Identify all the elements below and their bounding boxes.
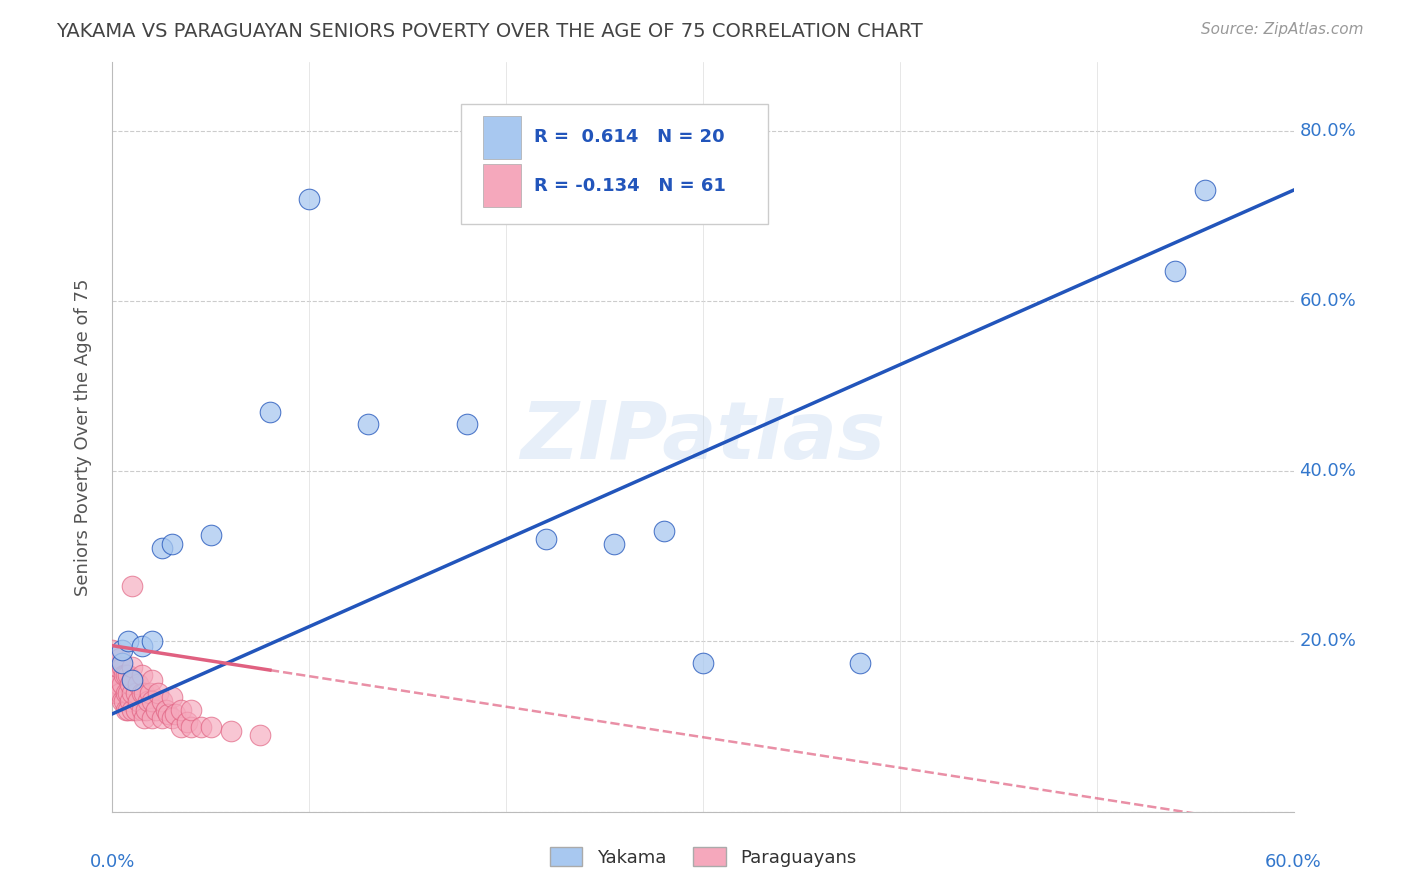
Point xyxy=(176,715,198,730)
Point xyxy=(200,720,222,734)
Point xyxy=(112,694,135,708)
Point xyxy=(132,685,155,699)
Point xyxy=(110,651,132,665)
Point xyxy=(136,694,159,708)
Text: 80.0%: 80.0% xyxy=(1299,121,1357,139)
Text: 40.0%: 40.0% xyxy=(1299,462,1357,480)
Point xyxy=(1164,264,1187,278)
Point xyxy=(456,417,478,432)
Point xyxy=(125,685,148,699)
Point xyxy=(101,660,124,674)
Point xyxy=(603,536,626,550)
Point xyxy=(131,639,153,653)
Point xyxy=(115,685,138,699)
Point xyxy=(111,643,134,657)
Point xyxy=(111,660,134,674)
Point xyxy=(101,668,124,682)
Text: 60.0%: 60.0% xyxy=(1265,853,1322,871)
Point xyxy=(121,660,143,674)
Point xyxy=(180,720,202,734)
FancyBboxPatch shape xyxy=(461,103,768,224)
Point xyxy=(150,711,173,725)
Point xyxy=(249,728,271,742)
Point xyxy=(121,673,143,687)
Text: ZIPatlas: ZIPatlas xyxy=(520,398,886,476)
Y-axis label: Seniors Poverty Over the Age of 75: Seniors Poverty Over the Age of 75 xyxy=(73,278,91,596)
Point xyxy=(534,533,557,547)
Point xyxy=(259,404,281,418)
Point xyxy=(107,660,129,674)
Point xyxy=(105,685,128,699)
Point xyxy=(127,677,149,691)
Point xyxy=(111,677,134,691)
Point xyxy=(111,656,134,670)
Point xyxy=(156,706,179,721)
Point xyxy=(135,702,157,716)
Point xyxy=(121,685,143,699)
Point xyxy=(121,673,143,687)
Point xyxy=(145,702,167,716)
Point xyxy=(112,668,135,682)
Point xyxy=(170,702,193,716)
Point xyxy=(101,677,124,691)
Text: 60.0%: 60.0% xyxy=(1299,292,1357,310)
Legend: Yakama, Paraguayans: Yakama, Paraguayans xyxy=(543,839,863,874)
Point xyxy=(141,634,163,648)
Point xyxy=(120,694,142,708)
Point xyxy=(101,643,124,657)
Point xyxy=(117,702,139,716)
Point xyxy=(146,685,169,699)
Point xyxy=(110,685,132,699)
Text: 0.0%: 0.0% xyxy=(90,853,135,871)
Point xyxy=(127,694,149,708)
Text: YAKAMA VS PARAGUAYAN SENIORS POVERTY OVER THE AGE OF 75 CORRELATION CHART: YAKAMA VS PARAGUAYAN SENIORS POVERTY OVE… xyxy=(56,22,922,41)
Point xyxy=(849,656,872,670)
Point xyxy=(357,417,380,432)
Point xyxy=(125,702,148,716)
Point xyxy=(121,702,143,716)
Text: R = -0.134   N = 61: R = -0.134 N = 61 xyxy=(534,177,725,194)
Point xyxy=(652,524,675,538)
Point xyxy=(117,668,139,682)
Point xyxy=(160,711,183,725)
Point xyxy=(105,668,128,682)
Point xyxy=(131,685,153,699)
Point xyxy=(131,702,153,716)
Point xyxy=(1194,183,1216,197)
Point xyxy=(115,668,138,682)
Point xyxy=(121,579,143,593)
Point xyxy=(141,711,163,725)
Point xyxy=(139,685,162,699)
Point xyxy=(141,673,163,687)
Point xyxy=(150,694,173,708)
Point xyxy=(298,192,321,206)
Point xyxy=(131,668,153,682)
Point xyxy=(180,702,202,716)
Text: 20.0%: 20.0% xyxy=(1299,632,1357,650)
Point xyxy=(150,541,173,555)
Point xyxy=(165,706,187,721)
Point xyxy=(117,634,139,648)
Text: Source: ZipAtlas.com: Source: ZipAtlas.com xyxy=(1201,22,1364,37)
FancyBboxPatch shape xyxy=(484,116,522,159)
Point xyxy=(117,685,139,699)
Point xyxy=(219,723,242,738)
Point xyxy=(132,711,155,725)
Point xyxy=(155,702,177,716)
Point xyxy=(170,720,193,734)
Point xyxy=(200,528,222,542)
Point xyxy=(692,656,714,670)
Point xyxy=(141,694,163,708)
Point xyxy=(190,720,212,734)
Point xyxy=(160,536,183,550)
FancyBboxPatch shape xyxy=(484,164,522,207)
Point xyxy=(107,677,129,691)
Point xyxy=(115,702,138,716)
Point xyxy=(160,690,183,704)
Point xyxy=(120,677,142,691)
Point xyxy=(111,694,134,708)
Text: R =  0.614   N = 20: R = 0.614 N = 20 xyxy=(534,128,724,146)
